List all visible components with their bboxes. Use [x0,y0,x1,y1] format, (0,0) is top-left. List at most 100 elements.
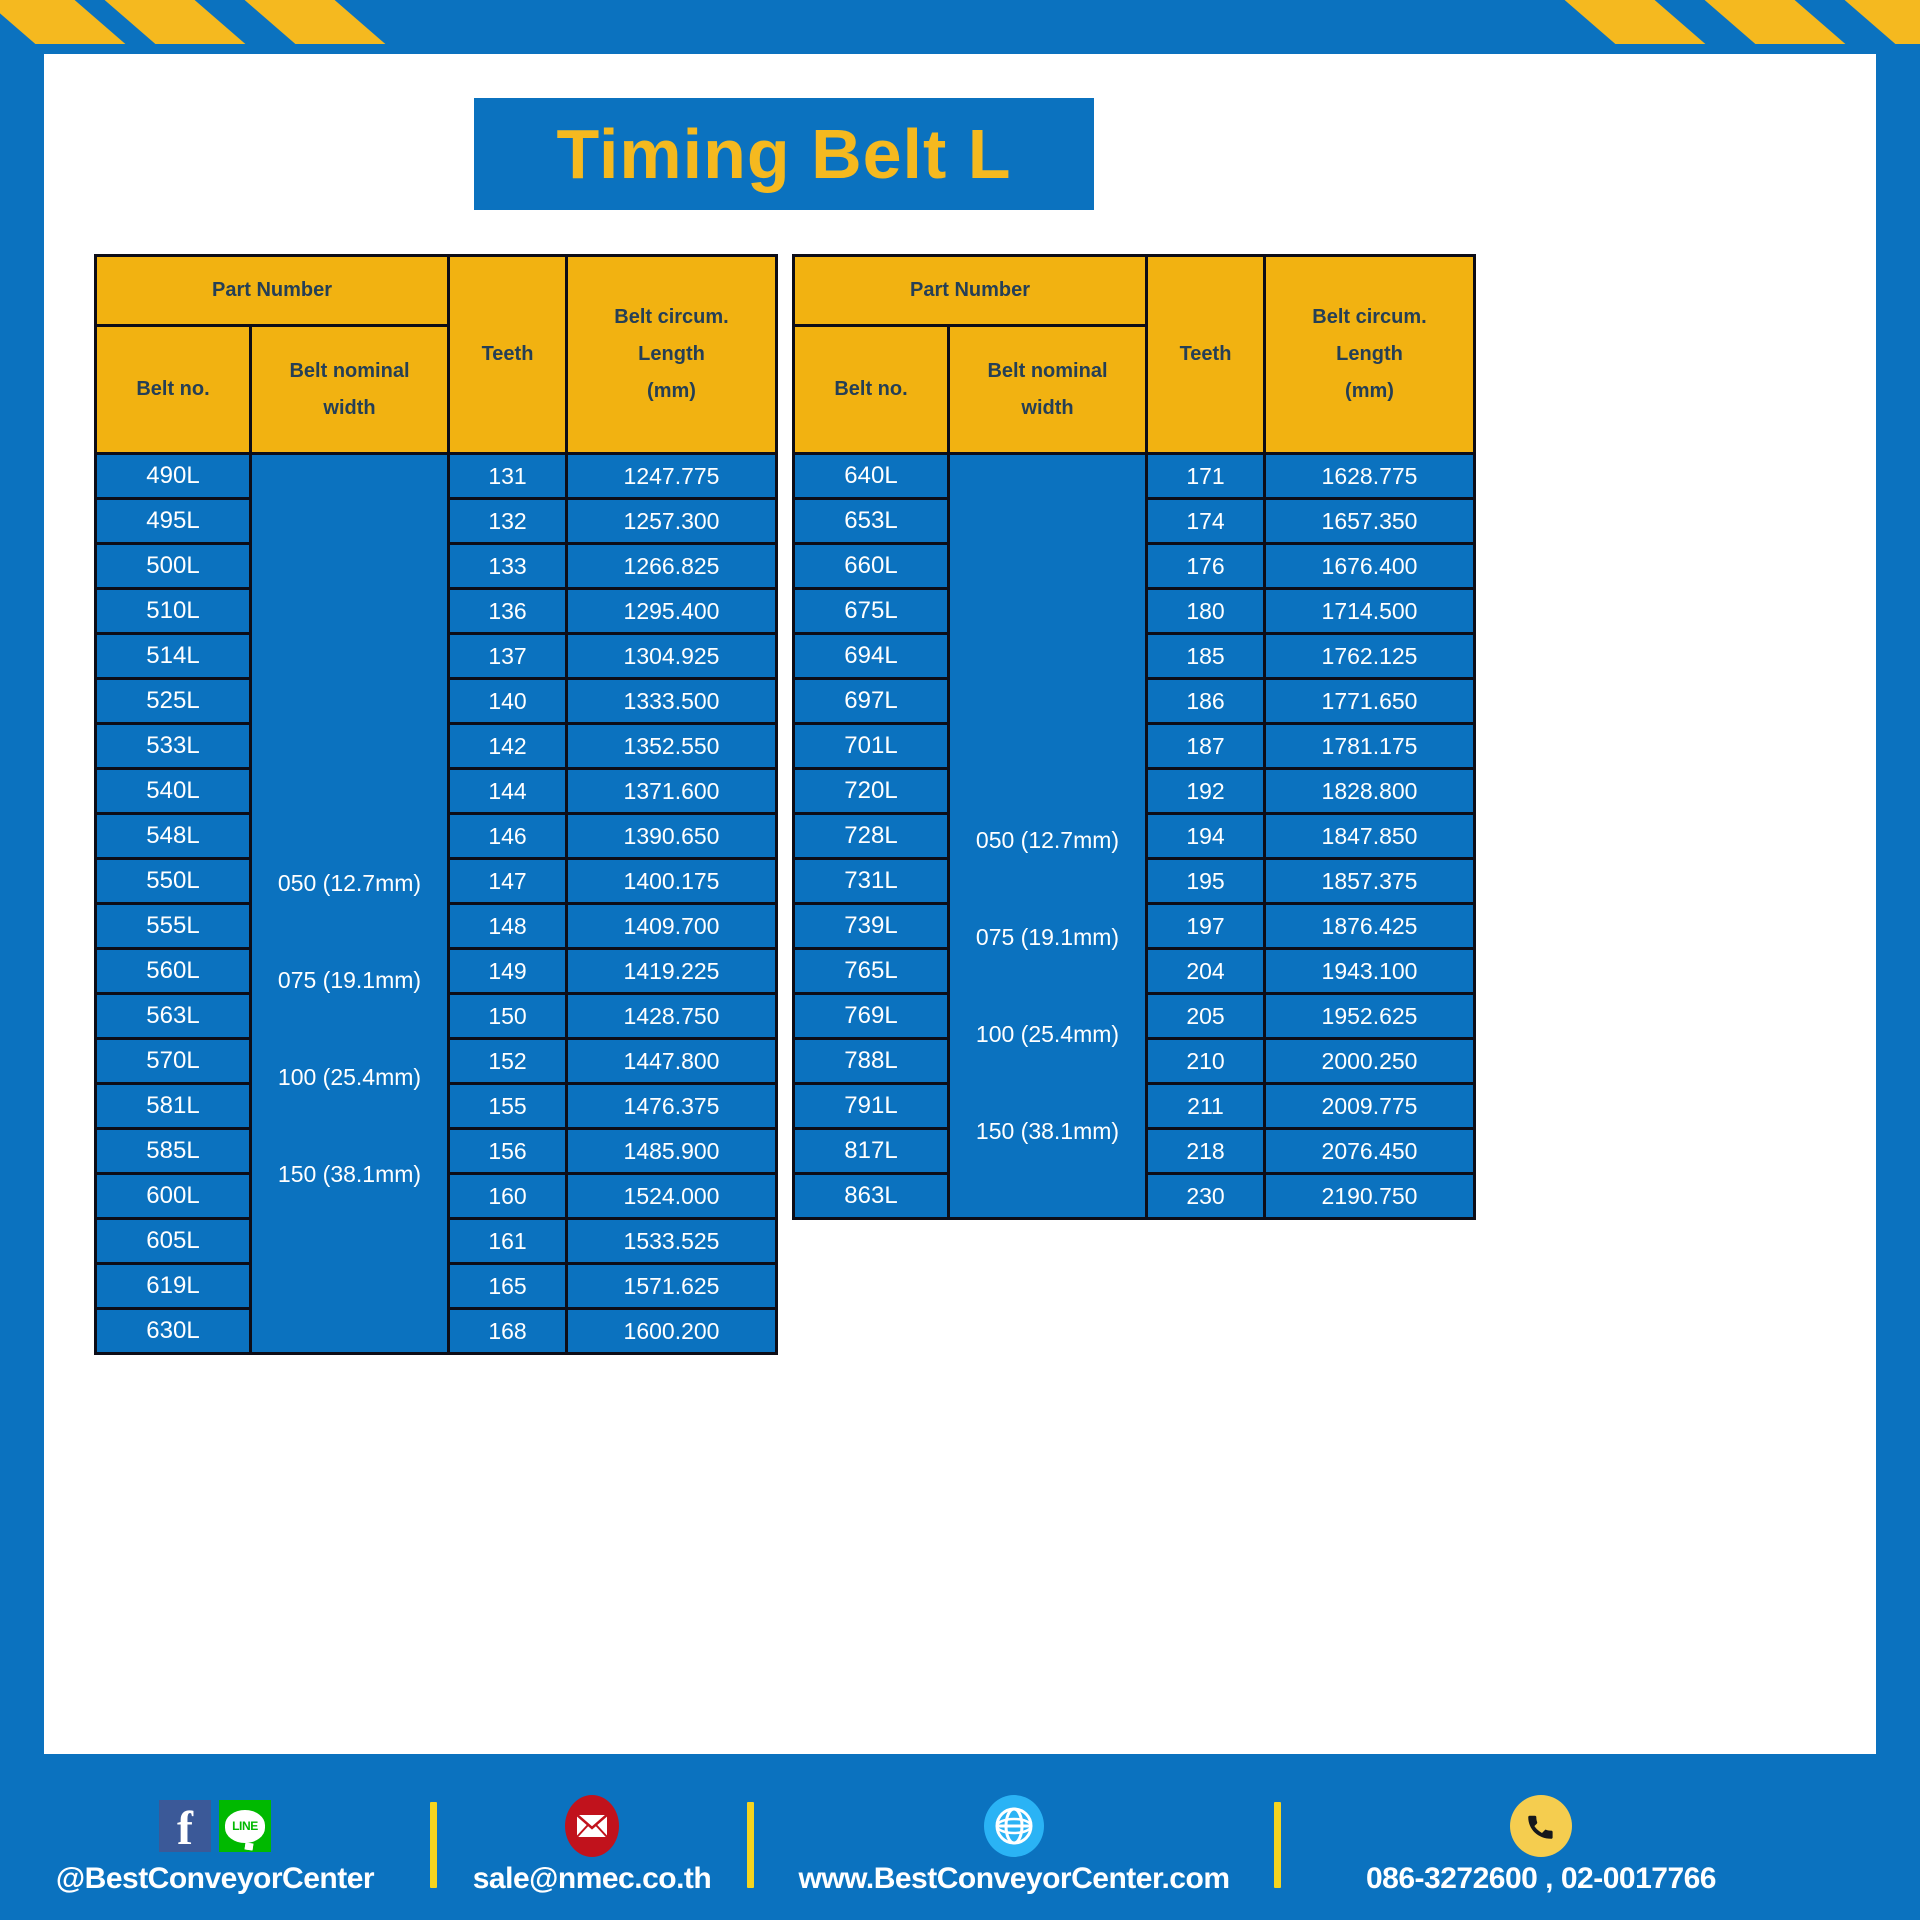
cell-teeth: 165 [447,1262,568,1310]
table-row: 600L 160 1524.000 [94,1172,778,1220]
cell-length-mm: 1876.425 [1263,902,1476,950]
cell-teeth: 161 [447,1217,568,1265]
cell-belt-no: 731L [792,857,950,905]
table-row: 791L 211 2009.775 [792,1082,1476,1130]
cell-length-mm: 1952.625 [1263,992,1476,1040]
phone-icon[interactable] [1510,1795,1572,1857]
header-belt-nominal: Belt nominal [987,359,1108,382]
cell-belt-no: 675L [792,587,950,635]
header-length: Length [1336,343,1403,365]
footer-website-label: www.BestConveyorCenter.com [798,1862,1230,1895]
footer-website-icon-wrap [984,1794,1044,1858]
cell-teeth: 144 [447,767,568,815]
footer-social[interactable]: f LINE @BestConveyorCenter [0,1794,430,1896]
chevron-icon [1560,0,1710,44]
cell-belt-no: 791L [792,1082,950,1130]
table-row: 817L 218 2076.450 [792,1127,1476,1175]
header-mm-unit: (mm) [1345,380,1394,402]
width-option: 050 (12.7mm) [277,869,422,896]
cell-teeth: 137 [447,632,568,680]
cell-belt-no: 560L [94,947,252,995]
cell-teeth: 210 [1145,1037,1266,1085]
table-row: 548L 146 1390.650 [94,812,778,860]
cell-belt-no: 765L [792,947,950,995]
belt-table-right: Part Number Teeth Belt circum. Length (m… [792,254,1476,1220]
table-header-row-1: Part Number Teeth Belt circum. Length (m… [94,254,778,455]
footer-website[interactable]: www.BestConveyorCenter.com [754,1794,1274,1896]
table-row: 555L 148 1409.700 [94,902,778,950]
cell-belt-no: 555L [94,902,252,950]
cell-teeth: 168 [447,1307,568,1355]
footer-social-icons: f LINE [159,1794,271,1858]
cell-teeth: 132 [447,497,568,545]
footer-phone-label: 086-3272600 , 02-0017766 [1366,1862,1717,1895]
header-belt-nominal-width: Belt nominal width [249,324,450,455]
cell-length-mm: 1485.900 [565,1127,778,1175]
cell-teeth: 204 [1145,947,1266,995]
cell-teeth: 155 [447,1082,568,1130]
footer-social-label: @BestConveyorCenter [55,1862,375,1895]
footer-email[interactable]: sale@nmec.co.th [437,1794,747,1896]
cell-teeth: 186 [1145,677,1266,725]
line-icon[interactable]: LINE [219,1800,271,1852]
width-option: 100 (25.4mm) [975,1021,1120,1047]
cell-belt-no: 570L [94,1037,252,1085]
cell-teeth: 148 [447,902,568,950]
footer-divider [1274,1802,1281,1888]
header-length: Length [638,343,705,365]
cell-length-mm: 2076.450 [1263,1127,1476,1175]
cell-teeth: 133 [447,542,568,590]
cell-belt-no: 490L [94,452,252,500]
header-belt-no: Belt no. [94,324,252,455]
table-row: 788L 210 2000.250 [792,1037,1476,1085]
left-table-wrapper: Part Number Teeth Belt circum. Length (m… [94,254,778,1355]
handset-glyph [1528,1815,1553,1839]
chevron-icon [240,0,390,44]
top-chevron-band [0,0,1920,44]
footer-phone-icon-wrap [1510,1794,1572,1858]
cell-teeth: 187 [1145,722,1266,770]
table-row: 630L 168 1600.200 [94,1307,778,1355]
footer-email-icon-wrap [565,1794,619,1858]
cell-teeth: 147 [447,857,568,905]
cell-length-mm: 1295.400 [565,587,778,635]
right-table-wrapper: Part Number Teeth Belt circum. Length (m… [792,254,1476,1220]
cell-belt-no: 720L [792,767,950,815]
cell-length-mm: 1447.800 [565,1037,778,1085]
table-header-row-2: Belt no. Belt nominal width [94,324,777,455]
header-width: width [1021,396,1074,419]
table-row: 510L 136 1295.400 [94,587,778,635]
email-icon[interactable] [565,1795,619,1857]
page-title-box: Timing Belt L [474,98,1094,210]
cell-length-mm: 1828.800 [1263,767,1476,815]
header-belt-nominal-width: Belt nominal width [947,324,1148,455]
cell-teeth: 211 [1145,1082,1266,1130]
cell-belt-no: 605L [94,1217,252,1265]
cell-teeth: 194 [1145,812,1266,860]
cell-belt-no: 581L [94,1082,252,1130]
cell-length-mm: 1247.775 [565,452,778,500]
table-row: 728L 194 1847.850 [792,812,1476,860]
facebook-icon[interactable]: f [159,1800,211,1853]
table-row: 585L 156 1485.900 [94,1127,778,1175]
cell-length-mm: 1524.000 [565,1172,778,1220]
cell-length-mm: 1428.750 [565,992,778,1040]
table-row: 560L 149 1419.225 [94,947,778,995]
cell-belt-no: 510L [94,587,252,635]
footer-phone[interactable]: 086-3272600 , 02-0017766 [1281,1794,1801,1896]
cell-teeth: 140 [447,677,568,725]
cell-belt-no: 694L [792,632,950,680]
cell-belt-no: 550L [94,857,252,905]
table-row: 605L 161 1533.525 [94,1217,778,1265]
cell-belt-no: 788L [792,1037,950,1085]
table-row: 495L 132 1257.300 [94,497,778,545]
cell-belt-no: 640L [792,452,950,500]
cell-belt-no: 495L [94,497,252,545]
table-row: 540L 144 1371.600 [94,767,778,815]
width-option: 075 (19.1mm) [975,924,1120,950]
table-row: 765L 204 1943.100 [792,947,1476,995]
globe-icon[interactable] [984,1795,1044,1857]
header-belt-circum-length: Belt circum. Length (mm) [1263,254,1476,455]
cell-belt-no: 500L [94,542,252,590]
cell-length-mm: 1771.650 [1263,677,1476,725]
